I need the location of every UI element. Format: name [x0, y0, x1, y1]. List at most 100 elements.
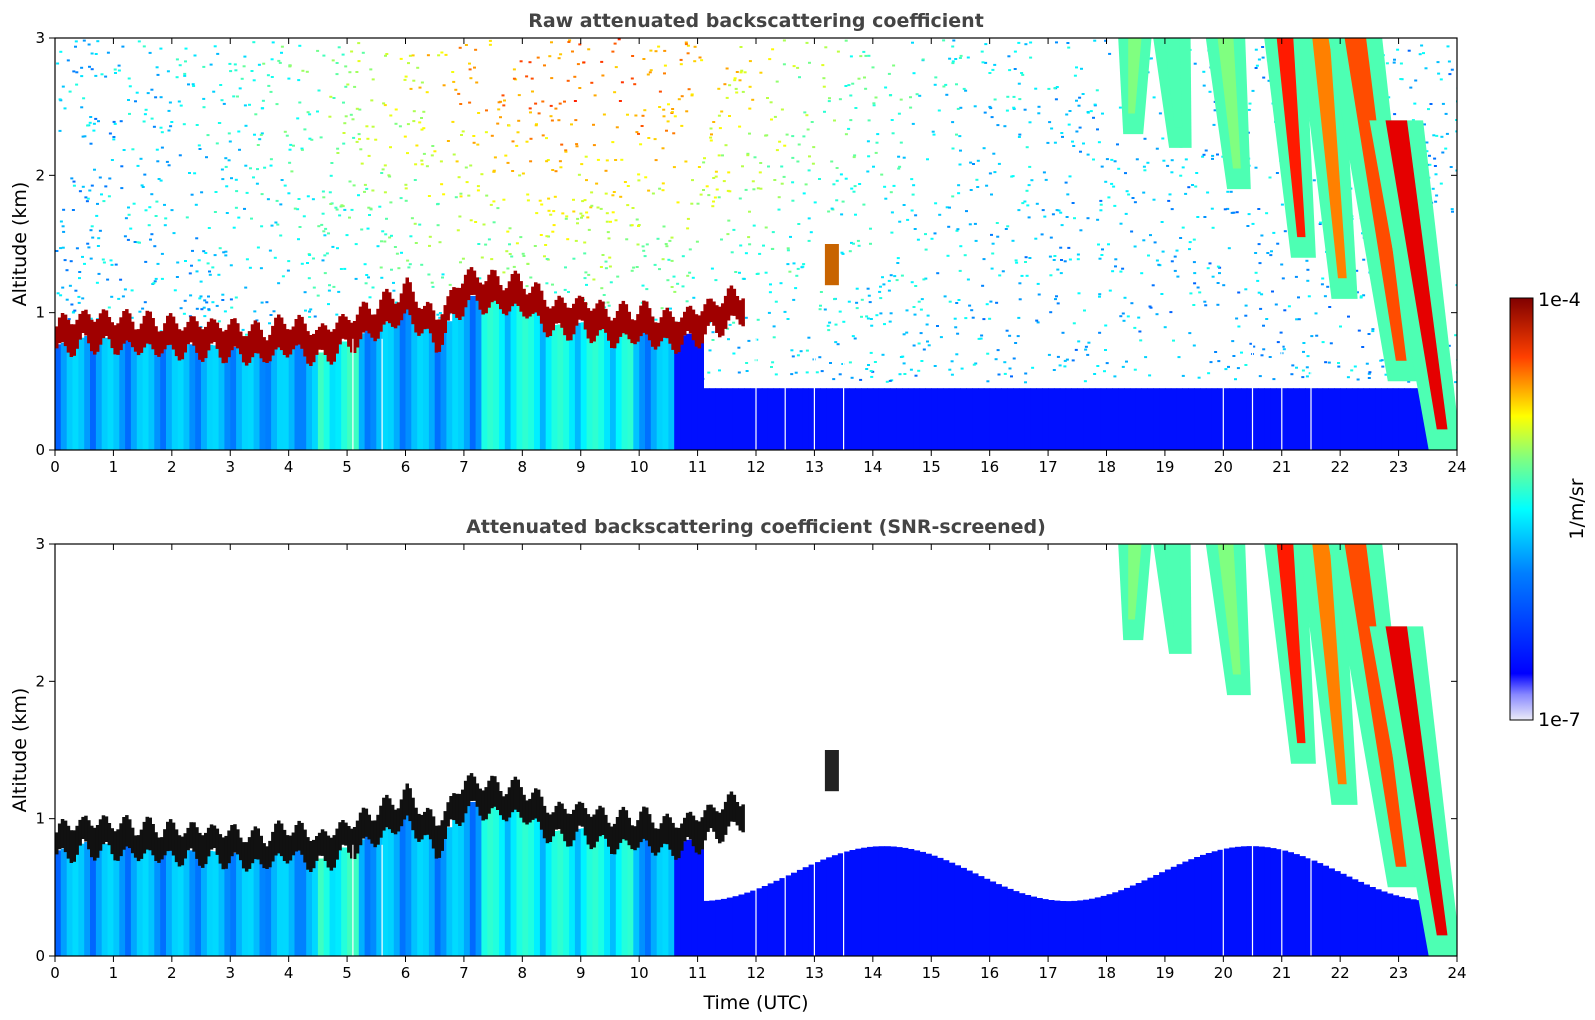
cloud-base-segment: [677, 321, 681, 353]
noise-speckle: [579, 212, 583, 215]
noise-speckle: [467, 194, 471, 197]
cloud-base-segment: [145, 310, 149, 344]
noise-speckle: [809, 231, 813, 234]
noise-speckle: [1275, 172, 1279, 174]
noise-speckle: [599, 266, 603, 268]
noise-speckle: [152, 282, 156, 285]
noise-speckle: [1197, 376, 1201, 379]
noise-speckle: [917, 369, 921, 372]
cloud-base-segment: [653, 322, 658, 350]
aerosol-band: [1281, 850, 1289, 956]
noise-speckle: [634, 114, 638, 117]
noise-speckle: [388, 236, 392, 239]
noise-speckle: [984, 61, 988, 64]
noise-speckle: [382, 102, 386, 105]
noise-speckle: [643, 109, 647, 112]
noise-speckle: [459, 261, 462, 264]
noise-speckle: [942, 39, 946, 42]
cloud-base-segment: [256, 322, 260, 354]
noise-speckle: [823, 308, 827, 311]
noise-speckle: [867, 294, 871, 297]
noise-speckle: [827, 210, 831, 213]
noise-speckle: [889, 94, 893, 97]
noise-speckle: [1023, 200, 1027, 203]
noise-speckle: [58, 98, 62, 101]
noise-speckle: [888, 379, 892, 382]
noise-speckle: [583, 241, 587, 244]
cloud-base-segment: [566, 813, 570, 847]
noise-speckle: [1066, 42, 1070, 44]
noise-speckle: [968, 223, 972, 226]
noise-speckle: [788, 270, 792, 273]
noise-speckle: [1086, 111, 1090, 113]
noise-speckle: [77, 301, 81, 304]
noise-speckle: [581, 200, 585, 203]
noise-speckle: [492, 200, 496, 203]
noise-speckle: [859, 55, 863, 58]
noise-speckle: [96, 202, 99, 205]
noise-speckle: [1170, 159, 1174, 162]
noise-speckle: [1059, 272, 1063, 275]
noise-speckle: [308, 316, 312, 318]
noise-speckle: [383, 164, 387, 167]
noise-speckle: [567, 291, 570, 293]
noise-speckle: [1399, 78, 1403, 80]
noise-speckle: [875, 314, 879, 317]
noise-speckle: [128, 85, 132, 88]
noise-speckle: [448, 283, 452, 286]
noise-speckle: [468, 62, 471, 65]
noise-speckle: [1434, 173, 1438, 176]
aerosol-band: [440, 836, 447, 956]
noise-speckle: [1327, 361, 1331, 364]
noise-speckle: [1297, 318, 1301, 321]
noise-speckle: [641, 114, 645, 117]
noise-speckle: [1326, 285, 1330, 288]
aerosol-band: [691, 838, 699, 956]
noise-speckle: [1218, 266, 1222, 269]
noise-speckle: [65, 269, 69, 272]
noise-speckle: [156, 160, 160, 163]
noise-speckle: [160, 252, 164, 255]
noise-speckle: [1168, 193, 1172, 196]
aerosol-band: [119, 845, 126, 956]
noise-speckle: [866, 287, 870, 290]
noise-speckle: [380, 276, 384, 279]
aerosol-band: [691, 332, 699, 450]
noise-speckle: [150, 88, 154, 91]
cloud-base-segment: [186, 321, 190, 345]
aerosol-band: [978, 876, 985, 956]
cloud-base-segment: [95, 825, 100, 858]
noise-speckle: [261, 107, 265, 110]
cloud-base-segment: [446, 802, 450, 827]
noise-speckle: [865, 368, 869, 370]
noise-speckle: [503, 99, 506, 102]
noise-speckle: [601, 254, 605, 256]
cloud-base-segment: [282, 829, 287, 861]
noise-speckle: [182, 312, 186, 315]
noise-speckle: [981, 284, 985, 287]
noise-speckle: [545, 160, 549, 163]
cloud-base-segment: [122, 311, 126, 344]
cloud-base-segment: [706, 298, 710, 326]
x-tick-label: 24: [1447, 964, 1466, 982]
noise-speckle: [1160, 293, 1164, 295]
cloud-base-segment: [507, 281, 512, 312]
noise-speckle: [945, 93, 949, 96]
aerosol-band: [703, 900, 710, 956]
noise-speckle: [1399, 62, 1403, 65]
aerosol-band: [1375, 388, 1382, 450]
noise-speckle: [1256, 279, 1260, 282]
aerosol-band: [1024, 388, 1032, 450]
noise-speckle: [371, 286, 375, 289]
noise-speckle: [964, 317, 968, 320]
noise-speckle: [236, 95, 239, 98]
cloud-base-segment: [548, 814, 553, 842]
noise-speckle: [626, 204, 630, 207]
cloud-base-segment: [516, 273, 520, 306]
noise-speckle: [184, 47, 188, 50]
aerosol-band: [475, 297, 482, 450]
noise-speckle: [1202, 84, 1206, 87]
noise-speckle: [153, 245, 157, 248]
noise-speckle: [919, 332, 923, 335]
cloud-base-segment: [665, 813, 669, 845]
